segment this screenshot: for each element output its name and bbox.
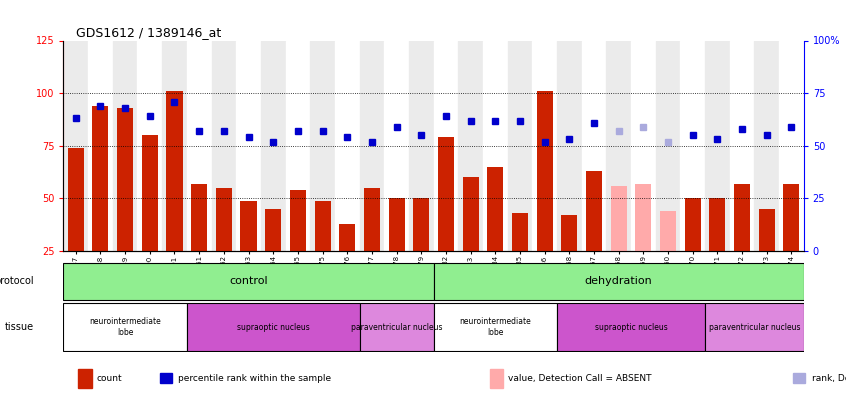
Bar [463, 177, 479, 251]
Bar [557, 303, 705, 351]
Text: neurointermediate
lobe: neurointermediate lobe [90, 318, 161, 337]
Bar [360, 40, 384, 251]
Text: tissue: tissue [5, 322, 34, 332]
Bar [261, 40, 285, 251]
Text: control: control [229, 277, 268, 286]
Bar [310, 40, 335, 251]
Bar [487, 167, 503, 251]
Bar [680, 40, 705, 251]
Bar [63, 263, 433, 300]
Bar [191, 184, 207, 251]
Bar [265, 209, 281, 251]
Bar [409, 40, 433, 251]
Bar [167, 91, 183, 251]
Bar [483, 40, 508, 251]
Bar [709, 198, 725, 251]
Bar [212, 40, 236, 251]
Bar [113, 40, 137, 251]
Bar [631, 40, 656, 251]
Bar [759, 209, 775, 251]
Bar [794, 373, 805, 383]
Bar [512, 213, 528, 251]
Bar [438, 137, 454, 251]
Bar [607, 40, 631, 251]
Bar [364, 188, 380, 251]
Bar [532, 40, 557, 251]
Bar [160, 373, 172, 383]
Bar [508, 40, 532, 251]
Bar [339, 224, 355, 251]
Bar [335, 40, 360, 251]
Text: neurointermediate
lobe: neurointermediate lobe [459, 318, 531, 337]
Text: dehydration: dehydration [585, 277, 652, 286]
Bar [755, 40, 779, 251]
Bar [78, 369, 91, 388]
Bar [236, 40, 261, 251]
Bar [433, 303, 557, 351]
Bar [240, 200, 256, 251]
Bar [187, 40, 212, 251]
Bar [216, 188, 232, 251]
Bar [656, 40, 680, 251]
Text: GDS1612 / 1389146_at: GDS1612 / 1389146_at [76, 26, 222, 39]
Bar [705, 303, 804, 351]
Bar [783, 184, 799, 251]
Bar [117, 108, 133, 251]
Bar [63, 303, 187, 351]
Bar [684, 198, 700, 251]
Bar [92, 106, 108, 251]
Bar [142, 135, 158, 251]
Bar [660, 211, 676, 251]
Text: value, Detection Call = ABSENT: value, Detection Call = ABSENT [508, 374, 651, 383]
Bar [586, 171, 602, 251]
Bar [413, 198, 429, 251]
Bar [388, 198, 404, 251]
Bar [734, 184, 750, 251]
Text: supraoptic nucleus: supraoptic nucleus [237, 322, 310, 332]
Bar [779, 40, 804, 251]
Bar [137, 40, 162, 251]
Text: protocol: protocol [0, 277, 34, 286]
Bar [63, 40, 88, 251]
Text: rank, Detection Call = ABSENT: rank, Detection Call = ABSENT [812, 374, 846, 383]
Bar [581, 40, 607, 251]
Bar [635, 184, 651, 251]
Bar [315, 200, 331, 251]
Bar [459, 40, 483, 251]
Bar [536, 91, 552, 251]
Bar [285, 40, 310, 251]
Bar [384, 40, 409, 251]
Text: supraoptic nucleus: supraoptic nucleus [595, 322, 667, 332]
Bar [433, 40, 459, 251]
Bar [290, 190, 306, 251]
Bar [360, 303, 433, 351]
Bar [557, 40, 581, 251]
Bar [187, 303, 360, 351]
Bar [729, 40, 755, 251]
Bar [611, 186, 627, 251]
Bar [561, 215, 577, 251]
Bar [88, 40, 113, 251]
Bar [490, 369, 503, 388]
Bar [68, 148, 84, 251]
Bar [162, 40, 187, 251]
Bar [705, 40, 729, 251]
Text: paraventricular nucleus: paraventricular nucleus [351, 322, 442, 332]
Bar [433, 263, 804, 300]
Text: percentile rank within the sample: percentile rank within the sample [179, 374, 332, 383]
Text: paraventricular nucleus: paraventricular nucleus [709, 322, 800, 332]
Text: count: count [96, 374, 123, 383]
